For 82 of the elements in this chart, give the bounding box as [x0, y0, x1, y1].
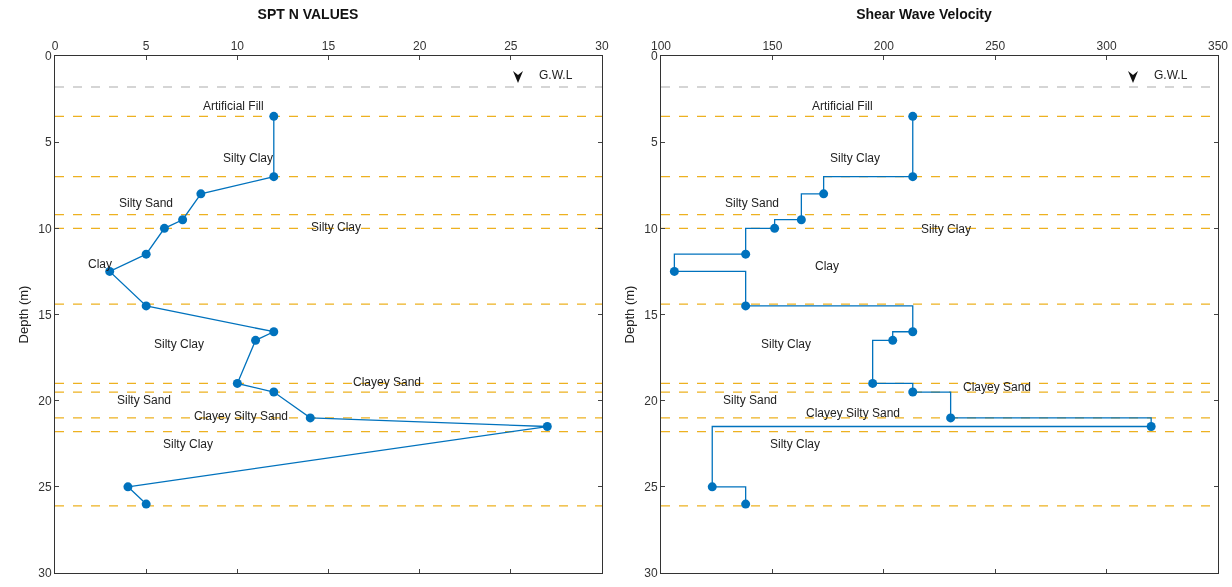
- annotation: Silty Sand: [117, 393, 172, 407]
- point: [141, 249, 151, 259]
- point: [123, 482, 133, 492]
- x-tick-label: 350: [1207, 39, 1229, 54]
- x-tick-label: 300: [1096, 39, 1117, 54]
- point: [269, 111, 279, 121]
- point: [819, 189, 829, 199]
- point: [159, 223, 169, 233]
- annotation: Clayey Silty Sand: [806, 406, 901, 420]
- annotation: Silty Sand: [725, 196, 780, 210]
- point: [669, 266, 679, 276]
- point: [269, 327, 279, 337]
- y-tick-label: 0: [44, 49, 52, 64]
- y-tick-label: 15: [644, 307, 658, 322]
- y-axis-title: Depth (m): [622, 285, 638, 344]
- annotation: Clay: [815, 259, 840, 273]
- x-tick-label: 5: [142, 39, 150, 54]
- point: [908, 172, 918, 182]
- annotation: Artificial Fill: [203, 99, 264, 113]
- point: [141, 499, 151, 509]
- y-tick-label: 25: [644, 480, 658, 495]
- ref-line-label: G.W.L: [1154, 68, 1188, 82]
- y-tick-label: 5: [44, 135, 52, 150]
- point: [741, 499, 751, 509]
- x-tick-label: 250: [985, 39, 1006, 54]
- point: [196, 189, 206, 199]
- y-tick-label: 20: [644, 393, 658, 408]
- point: [232, 378, 242, 388]
- y-tick-label: 5: [650, 135, 658, 150]
- chart-title: SPT N VALUES: [257, 5, 359, 22]
- annotation: Clay: [88, 257, 113, 271]
- annotation: Silty Clay: [770, 437, 821, 451]
- x-tick-label: 30: [595, 39, 609, 54]
- annotation: Clayey Silty Sand: [194, 409, 289, 423]
- ref-line-label: G.W.L: [539, 68, 573, 82]
- point: [251, 335, 261, 345]
- chart-title: Shear Wave Velocity: [856, 5, 993, 22]
- point: [1146, 422, 1156, 432]
- point: [908, 387, 918, 397]
- point: [908, 111, 918, 121]
- x-tick-label: 150: [762, 39, 783, 54]
- annotation: Silty Sand: [119, 196, 174, 210]
- point: [178, 215, 188, 225]
- point: [888, 335, 898, 345]
- y-axis-title: Depth (m): [16, 285, 32, 344]
- point: [269, 172, 279, 182]
- point: [707, 482, 717, 492]
- annotation: Silty Clay: [163, 437, 214, 451]
- point: [868, 378, 878, 388]
- point: [741, 249, 751, 259]
- annotation: Silty Clay: [154, 337, 205, 351]
- x-tick-label: 15: [321, 39, 336, 54]
- point: [305, 413, 315, 423]
- y-tick-label: 30: [38, 566, 52, 581]
- point: [796, 215, 806, 225]
- y-tick-label: 10: [644, 221, 658, 236]
- x-tick-label: 10: [230, 39, 245, 54]
- point: [542, 422, 552, 432]
- annotation: Silty Clay: [311, 220, 362, 234]
- y-tick-label: 25: [38, 480, 52, 495]
- y-tick-label: 15: [38, 307, 52, 322]
- point: [141, 301, 151, 311]
- annotation: Silty Sand: [723, 393, 778, 407]
- annotation: Clayey Sand: [963, 380, 1032, 394]
- point: [946, 413, 956, 423]
- point: [269, 387, 279, 397]
- x-tick-label: 200: [873, 39, 895, 54]
- point: [908, 327, 918, 337]
- annotation: Clayey Sand: [353, 375, 422, 389]
- y-tick-label: 30: [644, 566, 658, 581]
- x-tick-label: 20: [412, 39, 427, 54]
- y-tick-label: 0: [650, 49, 658, 64]
- annotation: Silty Clay: [761, 337, 812, 351]
- annotation: Artificial Fill: [812, 99, 873, 113]
- point: [741, 301, 751, 311]
- annotation: Silty Clay: [223, 151, 274, 165]
- x-tick-label: 25: [504, 39, 518, 54]
- y-tick-label: 20: [38, 393, 52, 408]
- annotation: Silty Clay: [830, 151, 881, 165]
- annotation: Silty Clay: [921, 222, 972, 236]
- y-tick-label: 10: [38, 221, 52, 236]
- point: [770, 223, 780, 233]
